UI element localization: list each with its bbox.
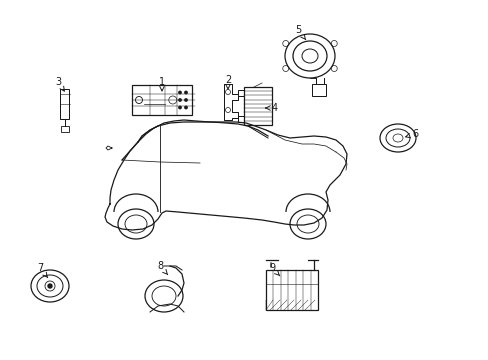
Text: 6: 6 xyxy=(405,129,417,139)
Bar xyxy=(265,270,317,310)
Bar xyxy=(311,84,325,96)
Text: 8: 8 xyxy=(157,261,167,275)
Circle shape xyxy=(184,91,187,94)
Text: 2: 2 xyxy=(224,75,231,89)
Text: 3: 3 xyxy=(55,77,64,91)
Circle shape xyxy=(48,284,52,288)
Circle shape xyxy=(179,91,181,94)
Circle shape xyxy=(179,106,181,109)
Bar xyxy=(238,90,244,96)
Circle shape xyxy=(179,99,181,101)
Text: 5: 5 xyxy=(294,25,305,40)
Text: 1: 1 xyxy=(159,77,165,91)
Bar xyxy=(238,116,244,122)
Circle shape xyxy=(184,99,187,101)
Bar xyxy=(132,85,192,115)
Bar xyxy=(244,87,271,125)
Text: 9: 9 xyxy=(268,263,279,276)
Text: 4: 4 xyxy=(265,103,278,113)
Bar xyxy=(61,89,69,119)
Circle shape xyxy=(184,106,187,109)
Bar xyxy=(61,126,69,132)
Text: 7: 7 xyxy=(37,263,48,278)
